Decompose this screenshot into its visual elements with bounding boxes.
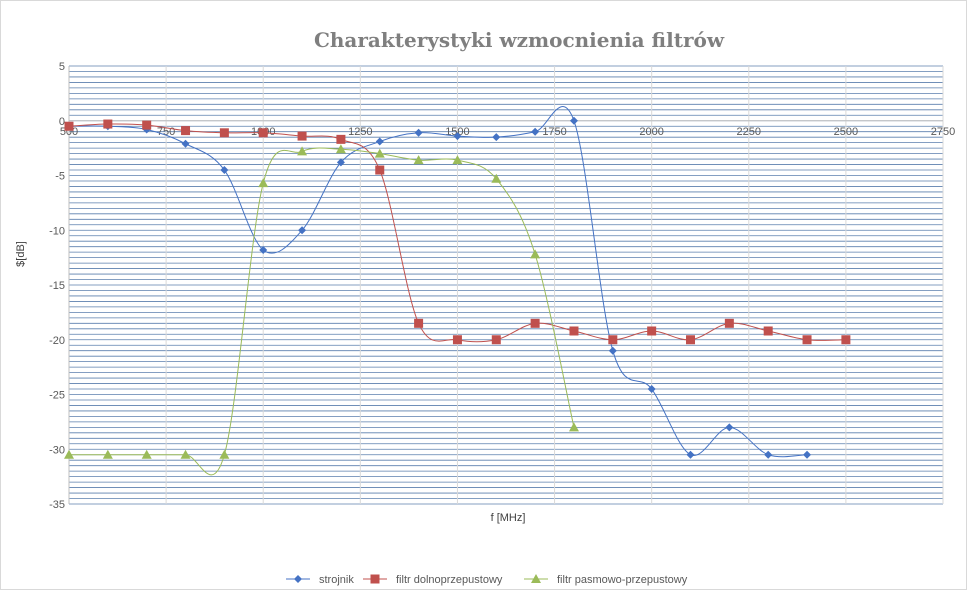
legend: strojnik filtr dolnoprzepustowy filtr pasm…	[286, 574, 688, 586]
x-tick-label: 2250	[737, 126, 761, 138]
data-point	[530, 249, 541, 259]
data-point	[64, 449, 74, 459]
data-point	[297, 146, 308, 156]
x-axis-label: f [MHz]	[491, 512, 526, 524]
data-point	[375, 165, 385, 175]
data-point	[258, 178, 269, 188]
x-tick-label: 1500	[445, 126, 469, 138]
data-point	[414, 318, 424, 328]
y-tick-label: -10	[49, 225, 65, 237]
data-point	[452, 155, 463, 165]
data-point	[220, 166, 229, 175]
data-point	[568, 422, 579, 432]
data-point	[453, 132, 462, 141]
x-tick-label: 2750	[931, 126, 955, 138]
legend-marker	[294, 575, 302, 583]
legend-marker	[531, 574, 541, 583]
data-point	[569, 116, 578, 125]
data-point	[492, 133, 501, 142]
series-line	[69, 147, 575, 476]
y-tick-label: 0	[59, 116, 65, 128]
data-point	[608, 346, 617, 355]
series-square	[64, 119, 851, 345]
data-point	[180, 449, 191, 459]
data-point	[491, 335, 501, 345]
x-tick-label: 500	[60, 126, 78, 138]
gridlines	[68, 65, 944, 505]
data-point	[219, 449, 230, 459]
data-point	[569, 326, 579, 336]
data-point	[181, 126, 191, 136]
data-point	[764, 450, 773, 459]
chart-title: Charakterystyki wzmocnienia filtrów	[314, 28, 725, 52]
data-point	[64, 121, 74, 131]
x-tick-label: 2000	[639, 126, 663, 138]
y-tick-label: -25	[49, 390, 65, 402]
y-tick-label: -30	[49, 444, 65, 456]
data-point	[803, 450, 812, 459]
data-point	[491, 173, 502, 183]
axes: 50-5-10-15-20-25-30-35500750100012501500…	[49, 61, 955, 511]
data-point	[530, 318, 540, 328]
data-point	[724, 318, 734, 328]
data-point	[103, 119, 113, 129]
data-point	[374, 148, 385, 158]
y-tick-label: -5	[55, 171, 65, 183]
data-point	[452, 335, 462, 345]
data-point	[686, 335, 696, 345]
data-point	[297, 131, 307, 141]
x-tick-label: 2500	[834, 126, 858, 138]
y-axis-label: $[dB]	[15, 241, 27, 267]
data-point	[336, 134, 346, 144]
data-point	[102, 449, 113, 459]
data-point	[647, 326, 657, 336]
data-point	[375, 137, 384, 146]
legend-item: strojnik	[286, 574, 354, 586]
data-point	[142, 120, 152, 130]
data-point	[414, 128, 423, 137]
data-point	[802, 335, 812, 345]
legend-label: strojnik	[319, 574, 354, 586]
data-point	[647, 385, 656, 394]
series-layer	[64, 106, 851, 476]
y-tick-label: -35	[49, 499, 65, 511]
data-point	[141, 449, 152, 459]
legend-item: filtr dolnoprzepustowy	[363, 574, 503, 586]
data-point	[841, 335, 851, 345]
data-point	[725, 423, 734, 432]
data-point	[298, 226, 307, 235]
y-tick-label: -15	[49, 280, 65, 292]
data-point	[181, 139, 190, 148]
y-tick-label: 5	[59, 61, 65, 73]
data-point	[686, 450, 695, 459]
legend-item: filtr pasmowo-przepustowy	[524, 574, 688, 586]
x-tick-label: 1250	[348, 126, 372, 138]
data-point	[763, 326, 773, 336]
data-point	[336, 158, 345, 167]
x-tick-label: 1750	[542, 126, 566, 138]
data-point	[531, 127, 540, 136]
series-triangle	[64, 144, 579, 476]
data-point	[258, 128, 268, 138]
data-point	[413, 155, 424, 165]
data-point	[608, 335, 618, 345]
legend-marker	[370, 574, 380, 584]
y-tick-label: -20	[49, 335, 65, 347]
data-point	[219, 128, 229, 138]
legend-label: filtr dolnoprzepustowy	[396, 574, 503, 586]
data-point	[259, 245, 268, 254]
data-point	[335, 144, 346, 154]
legend-label: filtr pasmowo-przepustowy	[557, 574, 688, 586]
series-line	[68, 123, 846, 343]
